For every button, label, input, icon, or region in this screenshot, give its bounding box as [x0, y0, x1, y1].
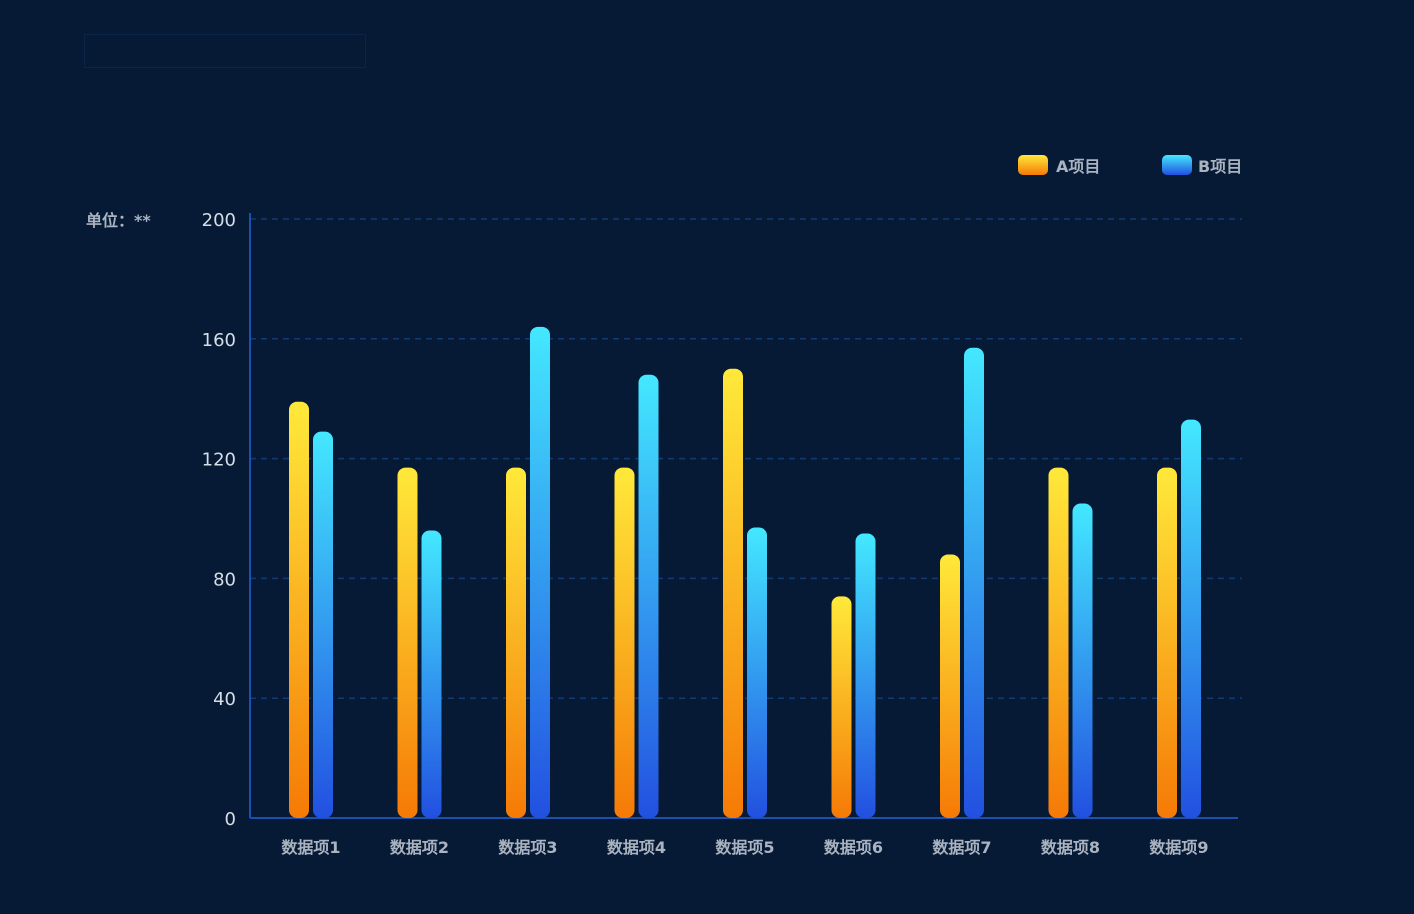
legend-label-b: B项目: [1198, 157, 1242, 176]
y-tick-label: 200: [202, 210, 236, 231]
x-tick-label: 数据项6: [824, 838, 883, 857]
bar-b-4: [638, 374, 659, 818]
y-tick-label: 80: [213, 569, 236, 590]
bar-b-1: [313, 431, 333, 818]
bar-a-3: [506, 467, 526, 818]
bar-a-1: [289, 401, 309, 818]
x-tick-label: 数据项8: [1041, 838, 1100, 857]
legend: A项目 B项目: [1018, 155, 1242, 176]
title-frame: [84, 34, 366, 68]
bar-a-7: [940, 554, 960, 818]
x-tick-label: 数据项5: [715, 838, 774, 857]
bar-a-9: [1157, 467, 1177, 818]
bar-b-6: [855, 533, 876, 818]
x-axis-labels: 数据项1 数据项2 数据项3 数据项4 数据项5 数据项6 数据项7 数据项8 数据项9: [281, 838, 1208, 857]
bar-a-2: [397, 467, 418, 818]
bar-b-7: [964, 347, 984, 818]
y-tick-label: 40: [213, 689, 236, 710]
legend-label-a: A项目: [1056, 157, 1100, 176]
bar-a-5: [723, 368, 743, 818]
x-tick-label: 数据项7: [932, 838, 991, 857]
x-tick-label: 数据项3: [498, 838, 557, 857]
bar-b-8: [1072, 503, 1093, 818]
x-tick-label: 数据项1: [281, 838, 340, 857]
bar-a-4: [614, 467, 635, 818]
bars: [289, 326, 1201, 818]
x-tick-label: 数据项2: [390, 838, 449, 857]
x-tick-label: 数据项4: [607, 838, 666, 857]
bar-b-3: [530, 326, 550, 818]
y-tick-label: 120: [202, 450, 236, 471]
bar-b-5: [747, 527, 767, 818]
bar-a-8: [1048, 467, 1069, 818]
y-tick-label: 160: [202, 330, 236, 351]
bar-b-9: [1181, 419, 1201, 818]
x-tick-label: 数据项9: [1149, 838, 1208, 857]
y-tick-label: 0: [225, 809, 236, 830]
bar-a-6: [831, 596, 852, 818]
bar-b-2: [421, 530, 442, 818]
legend-swatch-a: [1018, 155, 1048, 175]
axes: [249, 213, 1238, 819]
legend-swatch-b: [1162, 155, 1192, 175]
y-axis-ticks: 0 40 80 120 160 200: [202, 210, 236, 830]
unit-label: 单位：**: [86, 211, 151, 230]
